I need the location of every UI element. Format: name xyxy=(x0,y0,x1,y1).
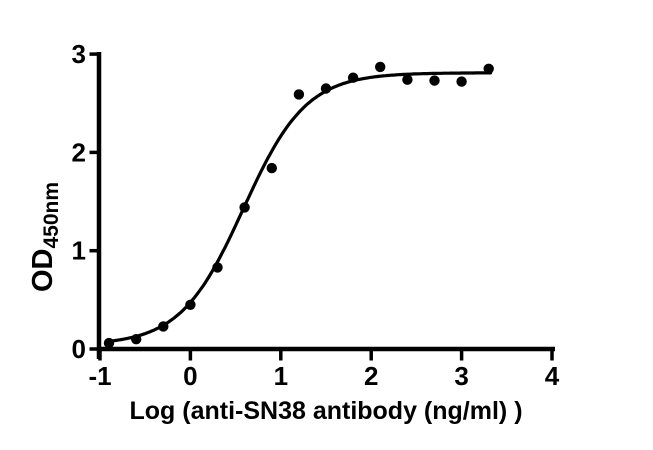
x-tick-label: 4 xyxy=(545,361,560,391)
x-tick-label: 3 xyxy=(454,361,468,391)
x-tick-label: -1 xyxy=(88,361,111,391)
fit-curve-line xyxy=(105,71,493,344)
y-tick-label: 1 xyxy=(72,236,86,266)
x-axis-title: Log (anti-SN38 antibody (ng/ml) ) xyxy=(129,397,522,425)
data-point-marker xyxy=(429,75,440,86)
data-point-marker xyxy=(483,63,494,74)
y-axis-title: OD450nm xyxy=(27,182,63,292)
data-point-marker xyxy=(293,89,305,100)
data-points xyxy=(103,61,494,349)
data-point-marker xyxy=(212,262,223,273)
y-axis-ticks xyxy=(89,52,99,351)
data-point-marker xyxy=(158,321,169,332)
x-tick-label: 0 xyxy=(183,361,197,391)
data-point-marker xyxy=(103,337,115,349)
x-axis-ticks xyxy=(98,349,554,361)
data-point-marker xyxy=(456,76,467,87)
y-tick-label: 0 xyxy=(72,334,86,364)
data-point-marker xyxy=(347,72,359,83)
x-tick-label: 2 xyxy=(364,361,378,391)
y-axis-tick-labels: 0 1 2 3 xyxy=(72,39,86,364)
data-point-marker xyxy=(402,74,413,85)
data-point-marker xyxy=(185,299,196,310)
x-tick-label: 1 xyxy=(274,361,288,391)
x-axis-tick-labels: -1 0 1 2 3 4 xyxy=(88,361,559,391)
y-axis-title-subscript: 450nm xyxy=(40,182,63,249)
data-point-marker xyxy=(131,334,142,345)
data-point-marker xyxy=(320,83,332,94)
y-axis-title-main: OD xyxy=(27,249,59,293)
data-point-marker xyxy=(239,202,250,213)
data-point-marker xyxy=(375,61,386,73)
y-tick-label: 2 xyxy=(72,137,86,167)
data-point-marker xyxy=(266,162,277,174)
y-tick-label: 3 xyxy=(72,39,86,69)
